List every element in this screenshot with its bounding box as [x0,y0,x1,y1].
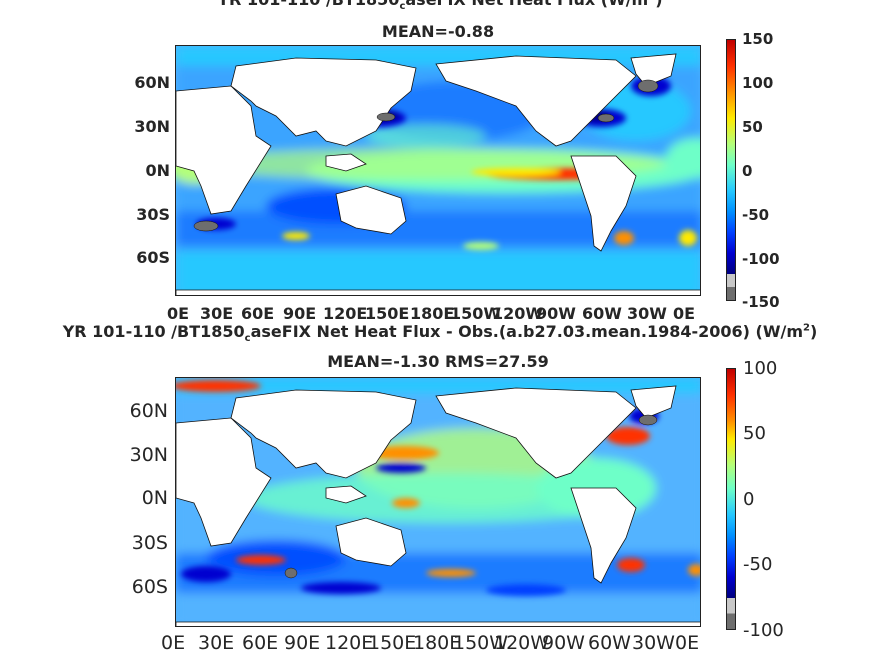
top-lon-label: 180E [410,304,455,323]
bottom-lon-label: 30E [198,632,235,654]
bottom-lon-label: 90W [542,632,585,654]
bottom-panel-mean: MEAN=-1.30 RMS=27.59 [327,352,549,371]
top-lat-label: 30S [136,205,170,224]
bottom-lon-label: 0E [675,632,700,654]
bottom-lat-label: 60N [129,400,168,422]
top-lon-label: 60E [241,304,275,323]
bottom-colorbar [726,368,736,630]
top-map [175,45,701,296]
top-map-field [176,46,700,295]
bottom-lat-label: 0N [141,487,168,509]
top-colorbar-tick: -50 [742,206,770,224]
bottom-lon-label: 30W [632,632,675,654]
top-panel-mean: MEAN=-0.88 [381,22,495,41]
bottom-lat-label: 60S [131,576,168,598]
bottom-colorbar-tick: 50 [743,423,766,444]
bottom-lon-label: 150E [368,632,417,654]
top-lon-label: 30E [200,304,234,323]
top-panel-title: YR 101-110 /BT1850caseFIX Net Heat Flux … [217,0,662,13]
top-lon-label: 120W [492,304,544,323]
top-lat-label: 0N [145,161,170,180]
bottom-colorbar-tick: -50 [743,554,773,575]
top-colorbar-tick: 50 [742,118,763,136]
top-lat-label: 60S [136,248,170,267]
top-colorbar-tick: 150 [742,30,774,48]
top-colorbar-tick: 100 [742,74,774,92]
top-lon-label: 30W [627,304,667,323]
top-colorbar-tick: -100 [742,250,780,268]
top-lon-label: 90W [536,304,576,323]
top-lon-label: 0E [167,304,190,323]
top-colorbar [726,39,736,301]
bottom-lon-label: 180E [413,632,462,654]
top-lat-label: 60N [134,73,170,92]
top-lon-label: 150W [450,304,502,323]
bottom-colorbar-tick: -100 [743,620,784,641]
bottom-lon-label: 90E [284,632,321,654]
bottom-lat-label: 30S [131,532,168,554]
bottom-lat-label: 30N [129,444,168,466]
bottom-lon-label: 60W [588,632,631,654]
top-colorbar-tick: -150 [742,293,780,311]
top-lon-label: 60W [582,304,622,323]
top-lon-label: 0E [673,304,696,323]
top-lon-label: 90E [283,304,317,323]
bottom-lon-label: 150W [453,632,509,654]
bottom-map [175,377,701,627]
top-lon-label: 120E [323,304,368,323]
top-lon-label: 150E [365,304,410,323]
bottom-panel-title: YR 101-110 /BT1850caseFIX Net Heat Flux … [62,322,818,345]
bottom-map-field [176,378,700,626]
bottom-colorbar-tick: 100 [743,358,778,379]
top-colorbar-tick: 0 [742,162,753,180]
bottom-colorbar-tick: 0 [743,489,755,510]
bottom-lon-label: 120W [494,632,550,654]
bottom-lon-label: 0E [161,632,186,654]
top-lat-label: 30N [134,117,170,136]
bottom-lon-label: 60E [242,632,279,654]
bottom-lon-label: 120E [325,632,374,654]
